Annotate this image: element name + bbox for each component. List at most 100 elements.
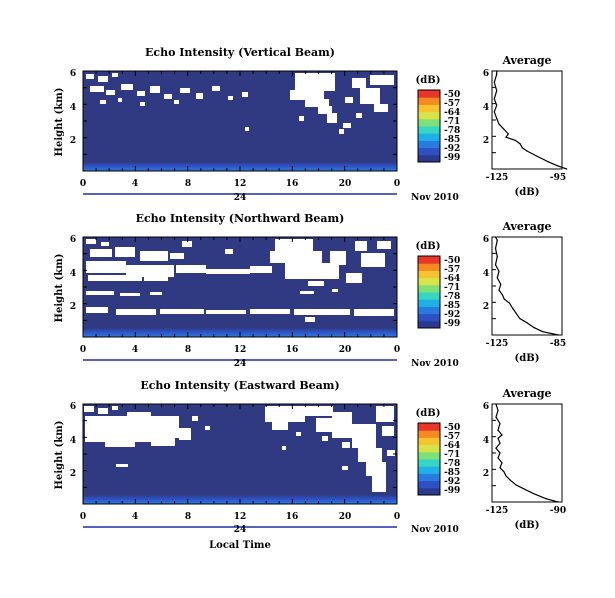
profile-x-axis-label: (dB) [515, 187, 540, 198]
colorbar-tick-label: -50 [444, 90, 460, 100]
colorbar-swatch [418, 104, 440, 113]
profile-tick-marks [491, 70, 563, 170]
colorbar-tick-label: -92 [444, 144, 460, 154]
x-axis-label: Local Time [209, 540, 271, 551]
colorbar-swatch [418, 270, 440, 279]
colorbar-tick-label: -85 [444, 301, 460, 311]
colorbar-swatch [418, 118, 440, 127]
y-tick-label: 2 [70, 136, 76, 146]
colorbar-tick-label: -78 [444, 292, 460, 302]
colorbar-swatch [418, 97, 440, 105]
profile-x-axis-label: (dB) [515, 353, 540, 364]
x-tick-label: 0 [80, 512, 86, 522]
colorbar-tick-label: -57 [444, 265, 460, 275]
y-tick-label: 4 [70, 269, 76, 279]
profile-x-tick-label: -85 [550, 339, 566, 349]
y-tick-label: 6 [70, 69, 76, 79]
profile-points [493, 70, 568, 170]
profile-y-tick-label: 6 [483, 235, 489, 245]
colorbar-swatch [418, 277, 440, 286]
colorbar-swatch [418, 459, 440, 467]
colorbar-unit: (dB) [416, 75, 441, 86]
date-label: Nov 2010 [411, 525, 459, 535]
colorbar-swatch [418, 480, 440, 489]
heatmap-tick-marks [82, 70, 398, 172]
heatmap-title: Echo Intensity (Northward Beam) [136, 212, 345, 225]
colorbar-ticks: -50 -57 -64 -71 -78 -85 -92 -99 [444, 423, 460, 496]
panel-vertical-beam: Echo Intensity (Vertical Beam) Height (k… [54, 46, 568, 203]
profile-x-tick-label: -125 [486, 506, 509, 516]
colorbar-tick-label: -78 [444, 126, 460, 136]
x-tick-label: 4 [132, 345, 138, 355]
y-axis: Height (km) 2 4 6 [54, 235, 76, 322]
no-data-regions [86, 239, 394, 322]
colorbar: (dB) -50 -57 -64 -71 -78 -85 -92 -99 [416, 75, 461, 163]
profile-points [494, 236, 560, 336]
colorbar-swatches [418, 256, 440, 329]
x-tick-label: 0 [394, 345, 400, 355]
colorbar-swatch [418, 140, 440, 149]
profile-y-tick-label: 4 [483, 269, 489, 279]
y-axis-label: Height (km) [54, 88, 65, 157]
x-tick-label: 0 [394, 512, 400, 522]
y-axis: Height (km) 2 4 6 [54, 402, 76, 489]
x-tick-label: 20 [339, 345, 352, 355]
x-tick-label: 0 [394, 179, 400, 189]
colorbar-swatch [418, 299, 440, 307]
date-label: Nov 2010 [411, 193, 459, 203]
colorbar-swatch [418, 437, 440, 446]
x-tick-label: 12 [234, 512, 247, 522]
colorbar-tick-label: -50 [444, 423, 460, 433]
average-profile: Average 2 4 6 -125 -95 (dB) [483, 54, 568, 198]
colorbar-swatch [418, 256, 440, 264]
y-tick-label: 2 [70, 302, 76, 312]
profile-y-tick-label: 2 [483, 469, 489, 479]
x-axis: 0 4 8 12 16 20 0 24 Nov 2010 [80, 179, 459, 203]
colorbar-swatch [418, 487, 440, 496]
x-tick-label: 16 [286, 179, 299, 189]
y-tick-label: 4 [70, 103, 76, 113]
colorbar-ticks: -50 -57 -64 -71 -78 -85 -92 -99 [444, 256, 460, 329]
profile-title: Average [501, 387, 551, 400]
heatmap-plot [82, 403, 398, 505]
profile-x-tick-label: -95 [550, 173, 566, 183]
date-day-label: 24 [234, 193, 247, 203]
x-tick-label: 20 [339, 512, 352, 522]
colorbar-tick-label: -85 [444, 135, 460, 145]
profile-y-tick-label: 6 [483, 402, 489, 412]
x-tick-label: 16 [286, 512, 299, 522]
colorbar-swatch [418, 423, 440, 431]
date-day-label: 24 [234, 359, 247, 369]
y-axis-label: Height (km) [54, 254, 65, 323]
colorbar-tick-label: -71 [444, 283, 460, 293]
colorbar-unit: (dB) [416, 241, 441, 252]
colorbar-swatch [418, 430, 440, 438]
x-tick-label: 12 [234, 345, 247, 355]
x-tick-label: 4 [132, 179, 138, 189]
profile-y-tick-label: 4 [483, 436, 489, 446]
colorbar-tick-label: -50 [444, 256, 460, 266]
profile-y-tick-label: 2 [483, 136, 489, 146]
heatmap-plot [82, 70, 398, 172]
date-label: Nov 2010 [411, 359, 459, 369]
colorbar-swatch [418, 306, 440, 315]
colorbar: (dB) -50 -57 -64 -71 -78 -85 -92 -99 [416, 408, 461, 496]
colorbar-swatch [418, 154, 440, 163]
colorbar-tick-label: -64 [444, 441, 460, 451]
panel-eastward-beam: Echo Intensity (Eastward Beam) Height (k… [54, 379, 566, 551]
x-axis: 0 4 8 12 16 20 0 24 Nov 2010 Local Time [80, 512, 459, 551]
colorbar-ticks: -50 -57 -64 -71 -78 -85 -92 -99 [444, 90, 460, 163]
y-tick-label: 6 [70, 402, 76, 412]
colorbar-swatch [418, 147, 440, 156]
colorbar-swatch [418, 133, 440, 141]
x-tick-label: 8 [185, 345, 191, 355]
profile-x-tick-label: -125 [486, 173, 509, 183]
profile-frame [491, 70, 563, 170]
colorbar-frame [417, 422, 441, 496]
colorbar-tick-label: -99 [444, 486, 460, 496]
colorbar-tick-label: -78 [444, 459, 460, 469]
average-profile: Average 2 4 6 -125 -85 (dB) [483, 220, 566, 364]
colorbar-tick-label: -99 [444, 153, 460, 163]
heatmap-tick-marks [82, 403, 398, 505]
